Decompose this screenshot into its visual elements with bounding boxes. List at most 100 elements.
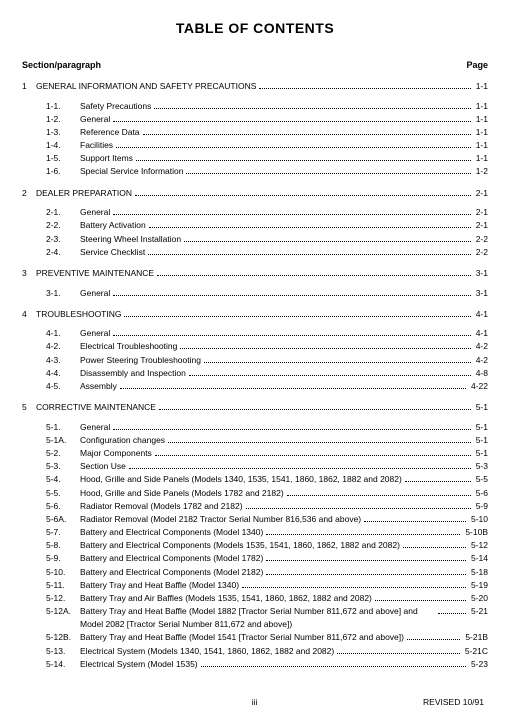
section-title: TROUBLESHOOTING — [36, 308, 121, 322]
sub-title: Battery and Electrical Components (Model… — [80, 539, 400, 552]
toc-subrow: 5-9.Battery and Electrical Components (M… — [22, 552, 488, 565]
sub-page: 5-3 — [474, 460, 488, 473]
sub-page: 5-20 — [469, 592, 488, 605]
leader-dots — [129, 468, 471, 469]
sub-number: 4-1. — [46, 327, 80, 340]
toc-subrow: 4-5.Assembly4-22 — [22, 380, 488, 393]
sub-page: 4-2 — [474, 354, 488, 367]
sub-page: 5-21C — [463, 645, 488, 658]
sub-list: 5-1.General5-15-1A.Configuration changes… — [22, 421, 488, 671]
sub-number: 5-1. — [46, 421, 80, 434]
toc-section: 1GENERAL INFORMATION AND SAFETY PRECAUTI… — [22, 80, 488, 179]
sub-page: 2-2 — [474, 246, 488, 259]
section-heading-row: 5CORRECTIVE MAINTENANCE5-1 — [22, 401, 488, 415]
sub-list: 1-1.Safety Precautions1-11-2.General1-11… — [22, 100, 488, 179]
sub-number: 1-3. — [46, 126, 80, 139]
footer-revision: REVISED 10/91 — [423, 697, 484, 707]
leader-dots — [120, 388, 466, 389]
sub-number: 4-2. — [46, 340, 80, 353]
sub-number: 1-4. — [46, 139, 80, 152]
leader-dots — [154, 108, 470, 109]
section-page: 2-1 — [474, 187, 488, 201]
sub-title: Service Checklist — [80, 246, 145, 259]
toc-subrow: 1-3.Reference Data 1-1 — [22, 126, 488, 139]
leader-dots — [113, 429, 470, 430]
sub-number: 4-4. — [46, 367, 80, 380]
sub-title: Hood, Grille and Side Panels (Models 178… — [80, 487, 284, 500]
header-left: Section/paragraph — [22, 60, 101, 70]
toc-subrow: 5-7.Battery and Electrical Components (M… — [22, 526, 488, 539]
leader-dots — [143, 134, 471, 135]
sub-page: 5-6 — [474, 487, 488, 500]
header-right: Page — [466, 60, 488, 70]
leader-dots — [184, 241, 471, 242]
toc-subrow: 5-1A.Configuration changes5-1 — [22, 434, 488, 447]
sub-page: 4-1 — [474, 327, 488, 340]
sections-container: 1GENERAL INFORMATION AND SAFETY PRECAUTI… — [22, 80, 488, 671]
sub-title: Safety Precautions — [80, 100, 151, 113]
sub-title: Special Service Information — [80, 165, 183, 178]
sub-number: 5-8. — [46, 539, 80, 552]
column-headers: Section/paragraph Page — [22, 60, 488, 70]
toc-section: 3PREVENTIVE MAINTENANCE3-1 3-1.General3-1 — [22, 267, 488, 300]
sub-number: 5-11. — [46, 579, 80, 592]
sub-title: Disassembly and Inspection — [80, 367, 186, 380]
sub-title: Configuration changes — [80, 434, 165, 447]
toc-subrow: 5-6.Radiator Removal (Models 1782 and 21… — [22, 500, 488, 513]
sub-title: Battery and Electrical Components (Model… — [80, 526, 263, 539]
sub-list: 4-1.General4-14-2.Electrical Troubleshoo… — [22, 327, 488, 393]
toc-subrow: 5-13.Electrical System (Models 1340, 154… — [22, 645, 488, 658]
sub-title: Assembly — [80, 380, 117, 393]
sub-title: General — [80, 287, 110, 300]
section-heading-row: 3PREVENTIVE MAINTENANCE3-1 — [22, 267, 488, 281]
sub-title: Battery Tray and Air Baffles (Models 153… — [80, 592, 372, 605]
toc-subrow: 2-2.Battery Activation2-1 — [22, 219, 488, 232]
leader-dots — [113, 121, 470, 122]
section-page: 4-1 — [474, 308, 488, 322]
section-heading-row: 2DEALER PREPARATION 2-1 — [22, 187, 488, 201]
leader-dots — [186, 173, 470, 174]
toc-subrow: 1-4.Facilities1-1 — [22, 139, 488, 152]
leader-dots — [204, 362, 471, 363]
sub-title: Radiator Removal (Model 2182 Tractor Ser… — [80, 513, 361, 526]
sub-page: 5-18 — [469, 566, 488, 579]
section-heading-row: 1GENERAL INFORMATION AND SAFETY PRECAUTI… — [22, 80, 488, 94]
section-title: DEALER PREPARATION — [36, 187, 132, 201]
toc-subrow: 2-3.Steering Wheel Installation2-2 — [22, 233, 488, 246]
sub-page: 5-21B — [463, 631, 488, 644]
sub-number: 2-1. — [46, 206, 80, 219]
section-number: 2 — [22, 187, 36, 201]
sub-page: 1-1 — [474, 126, 488, 139]
sub-number: 5-6. — [46, 500, 80, 513]
sub-number: 2-4. — [46, 246, 80, 259]
leader-dots — [364, 521, 466, 522]
sub-number: 5-13. — [46, 645, 80, 658]
sub-page: 5-23 — [469, 658, 488, 671]
sub-number: 1-6. — [46, 165, 80, 178]
toc-section: 2DEALER PREPARATION2-12-1.General2-12-2.… — [22, 187, 488, 259]
sub-number: 2-3. — [46, 233, 80, 246]
leader-dots — [135, 195, 471, 196]
sub-page: 5-5 — [474, 473, 488, 486]
toc-subrow: 5-12.Battery Tray and Air Baffles (Model… — [22, 592, 488, 605]
leader-dots — [438, 613, 466, 614]
sub-title: Battery Tray and Heat Baffle (Model 1882… — [80, 605, 435, 631]
leader-dots — [157, 275, 471, 276]
sub-title: General — [80, 421, 110, 434]
toc-subrow: 5-5.Hood, Grille and Side Panels (Models… — [22, 487, 488, 500]
section-number: 3 — [22, 267, 36, 281]
sub-page: 2-1 — [474, 206, 488, 219]
toc-subrow: 5-3.Section Use5-3 — [22, 460, 488, 473]
section-title: PREVENTIVE MAINTENANCE — [36, 267, 154, 281]
toc-subrow: 5-11.Battery Tray and Heat Baffle (Model… — [22, 579, 488, 592]
sub-title: Radiator Removal (Models 1782 and 2182) — [80, 500, 243, 513]
toc-subrow: 5-12B.Battery Tray and Heat Baffle (Mode… — [22, 631, 488, 644]
toc-section: 4TROUBLESHOOTING4-14-1.General4-14-2.Ele… — [22, 308, 488, 393]
section-number: 5 — [22, 401, 36, 415]
sub-title: General — [80, 327, 110, 340]
leader-dots — [287, 495, 471, 496]
sub-title: Reference Data — [80, 126, 140, 139]
sub-list: 3-1.General3-1 — [22, 287, 488, 300]
sub-title: Electrical System (Model 1535) — [80, 658, 198, 671]
sub-number: 1-1. — [46, 100, 80, 113]
